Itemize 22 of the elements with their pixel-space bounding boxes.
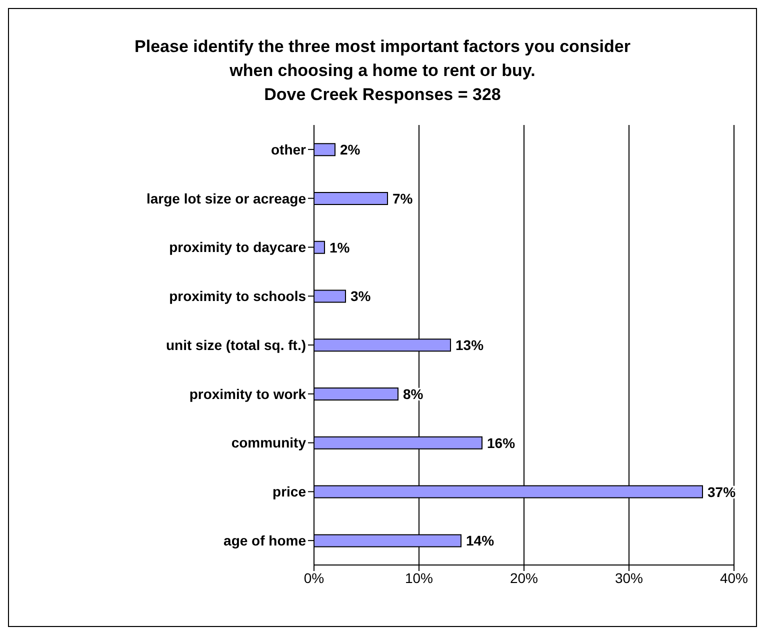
y-tick-label: unit size (total sq. ft.) [166,336,306,353]
data-label: 2% [340,142,361,158]
x-tick-label: 30% [614,570,644,586]
data-label: 3% [350,288,372,304]
x-tick-label: 40% [720,570,748,586]
y-tick-label: proximity to daycare [169,239,306,256]
y-tick-label: other [271,141,307,158]
data-label: 16% [487,434,516,451]
y-tick-label: community [231,434,306,451]
x-tick-label: 20% [510,570,538,586]
data-label: 1% [330,239,350,256]
chart-title: Please identify the three most important factors you consider when choosing a home to rent or buy. Dove Creek Responses = 328 [134,36,632,106]
x-tick-label: 10% [404,570,434,586]
y-tick-label: proximity to work [189,386,306,402]
y-tick-label: price [272,484,306,500]
y-tick-label: proximity to schools [169,288,306,304]
x-tick-label: 0% [304,570,324,586]
data-label: 7% [392,190,414,206]
data-label: 13% [456,337,484,354]
y-tick-label: large lot size or acreage [146,190,306,206]
data-label: 14% [466,532,495,549]
y-tick-label: age of home [224,532,306,549]
